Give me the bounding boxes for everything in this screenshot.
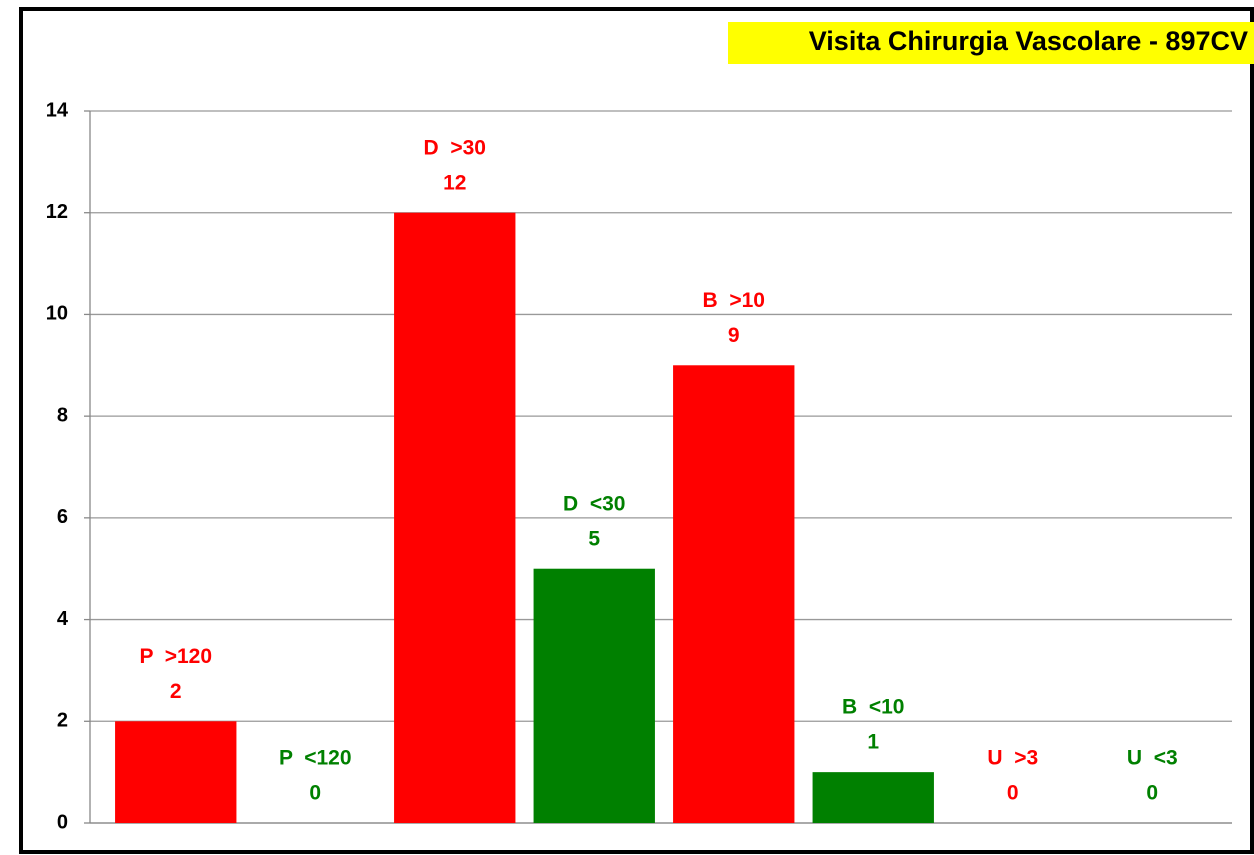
data-label: 0 bbox=[1007, 782, 1019, 805]
y-tick-label: 2 bbox=[57, 710, 68, 732]
chart-title: Visita Chirurgia Vascolare - 897CV bbox=[809, 26, 1248, 56]
bar bbox=[533, 568, 655, 823]
category-label: B >10 bbox=[703, 289, 765, 312]
bar bbox=[115, 721, 237, 823]
category-label: U <3 bbox=[1127, 747, 1178, 770]
bar bbox=[673, 365, 795, 823]
data-label: 1 bbox=[867, 731, 879, 754]
y-tick-label: 6 bbox=[57, 506, 68, 528]
y-tick-label: 12 bbox=[46, 201, 68, 223]
data-label: 5 bbox=[588, 527, 600, 550]
y-tick-label: 14 bbox=[46, 99, 69, 121]
y-tick-label: 4 bbox=[57, 608, 69, 630]
category-label: P >120 bbox=[139, 645, 212, 668]
data-label: 12 bbox=[443, 171, 466, 194]
y-tick-label: 10 bbox=[46, 303, 68, 325]
category-label: P <120 bbox=[279, 747, 352, 770]
bar bbox=[812, 772, 934, 823]
data-label: 2 bbox=[170, 680, 182, 703]
data-label: 0 bbox=[309, 782, 321, 805]
category-label: D <30 bbox=[563, 492, 625, 515]
bar bbox=[394, 212, 516, 823]
data-label: 9 bbox=[728, 324, 740, 347]
data-label: 0 bbox=[1146, 782, 1158, 805]
y-tick-label: 8 bbox=[57, 404, 68, 426]
category-label: U >3 bbox=[987, 747, 1038, 770]
category-label: D >30 bbox=[424, 136, 486, 159]
y-tick-label: 0 bbox=[57, 811, 68, 833]
title-box bbox=[728, 22, 1254, 64]
category-label: B <10 bbox=[842, 696, 904, 719]
chart-border bbox=[19, 7, 1254, 854]
